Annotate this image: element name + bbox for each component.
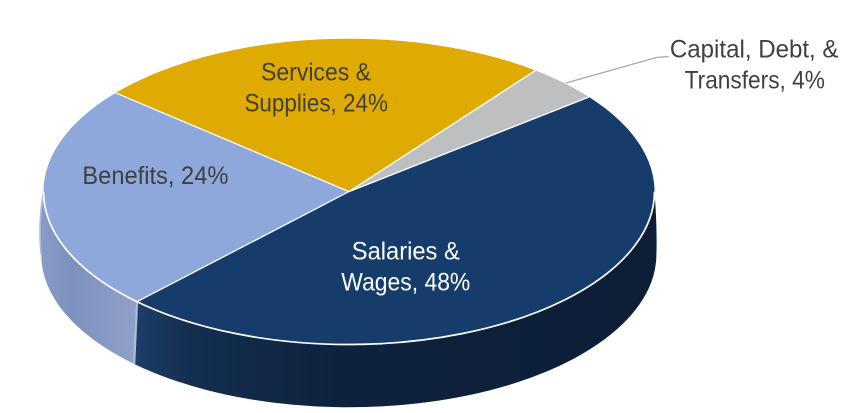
svg-text:Services &: Services & — [261, 59, 371, 87]
svg-text:Supplies, 24%: Supplies, 24% — [244, 90, 388, 118]
svg-text:Wages, 48%: Wages, 48% — [341, 269, 470, 297]
svg-text:Transfers, 4%: Transfers, 4% — [685, 66, 825, 94]
svg-text:Benefits, 24%: Benefits, 24% — [82, 162, 228, 190]
svg-text:Salaries &: Salaries & — [352, 238, 460, 266]
svg-text:Capital, Debt, &: Capital, Debt, & — [670, 35, 839, 63]
